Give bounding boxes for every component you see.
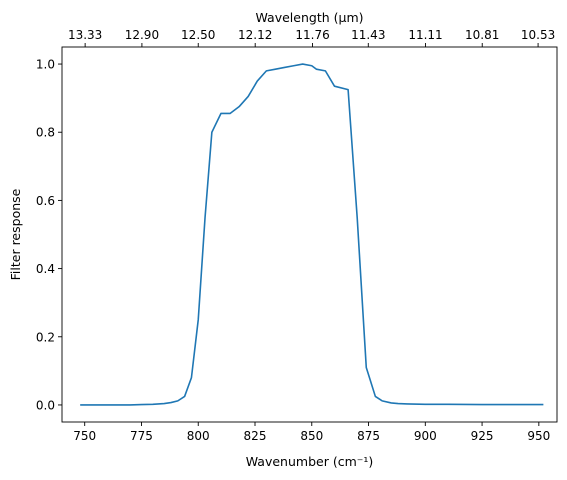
top-tick-label: 12.90 bbox=[125, 28, 159, 42]
x-tick-label: 875 bbox=[357, 429, 380, 443]
y-tick-label: 0.4 bbox=[36, 262, 55, 276]
series-line bbox=[80, 63, 544, 406]
x-tick-label: 900 bbox=[414, 429, 437, 443]
y-tick-label: 1.0 bbox=[36, 58, 55, 72]
x-tick-label: 925 bbox=[471, 429, 494, 443]
top-tick-label: 11.43 bbox=[351, 28, 385, 42]
top-axis: 13.33 12.90 12.50 12.12 11.76 11.43 11.11 10.81… bbox=[68, 28, 555, 47]
y-tick-label: 0.8 bbox=[36, 126, 55, 140]
y-tick-label: 0.6 bbox=[36, 194, 55, 208]
top-tick-label: 10.81 bbox=[465, 28, 499, 42]
x-tick-label: 850 bbox=[300, 429, 323, 443]
x-tick-label: 800 bbox=[187, 429, 210, 443]
x-axis-label: Wavenumber (cm⁻¹) bbox=[246, 454, 373, 469]
top-tick-label: 12.50 bbox=[181, 28, 215, 42]
x-tick-label: 950 bbox=[527, 429, 550, 443]
left-axis: 0.0 0.2 0.4 0.6 0.8 1.0 bbox=[36, 58, 62, 412]
y-tick-label: 0.2 bbox=[36, 330, 55, 344]
y-axis-label: Filter response bbox=[8, 188, 23, 280]
x-tick-label: 775 bbox=[130, 429, 153, 443]
top-axis-label: Wavelength (μm) bbox=[255, 10, 363, 25]
top-tick-label: 12.12 bbox=[238, 28, 272, 42]
y-tick-label: 0.0 bbox=[36, 398, 55, 412]
top-tick-label: 13.33 bbox=[68, 28, 102, 42]
x-tick-label: 825 bbox=[244, 429, 267, 443]
top-tick-label: 11.11 bbox=[408, 28, 442, 42]
top-tick-label: 10.53 bbox=[521, 28, 555, 42]
top-tick-label: 11.76 bbox=[295, 28, 329, 42]
marks-layer bbox=[80, 63, 544, 406]
x-tick-label: 750 bbox=[73, 429, 96, 443]
plot-frame bbox=[61, 46, 558, 423]
bottom-axis: 750 775 800 825 850 875 900 925 950 bbox=[73, 422, 550, 443]
